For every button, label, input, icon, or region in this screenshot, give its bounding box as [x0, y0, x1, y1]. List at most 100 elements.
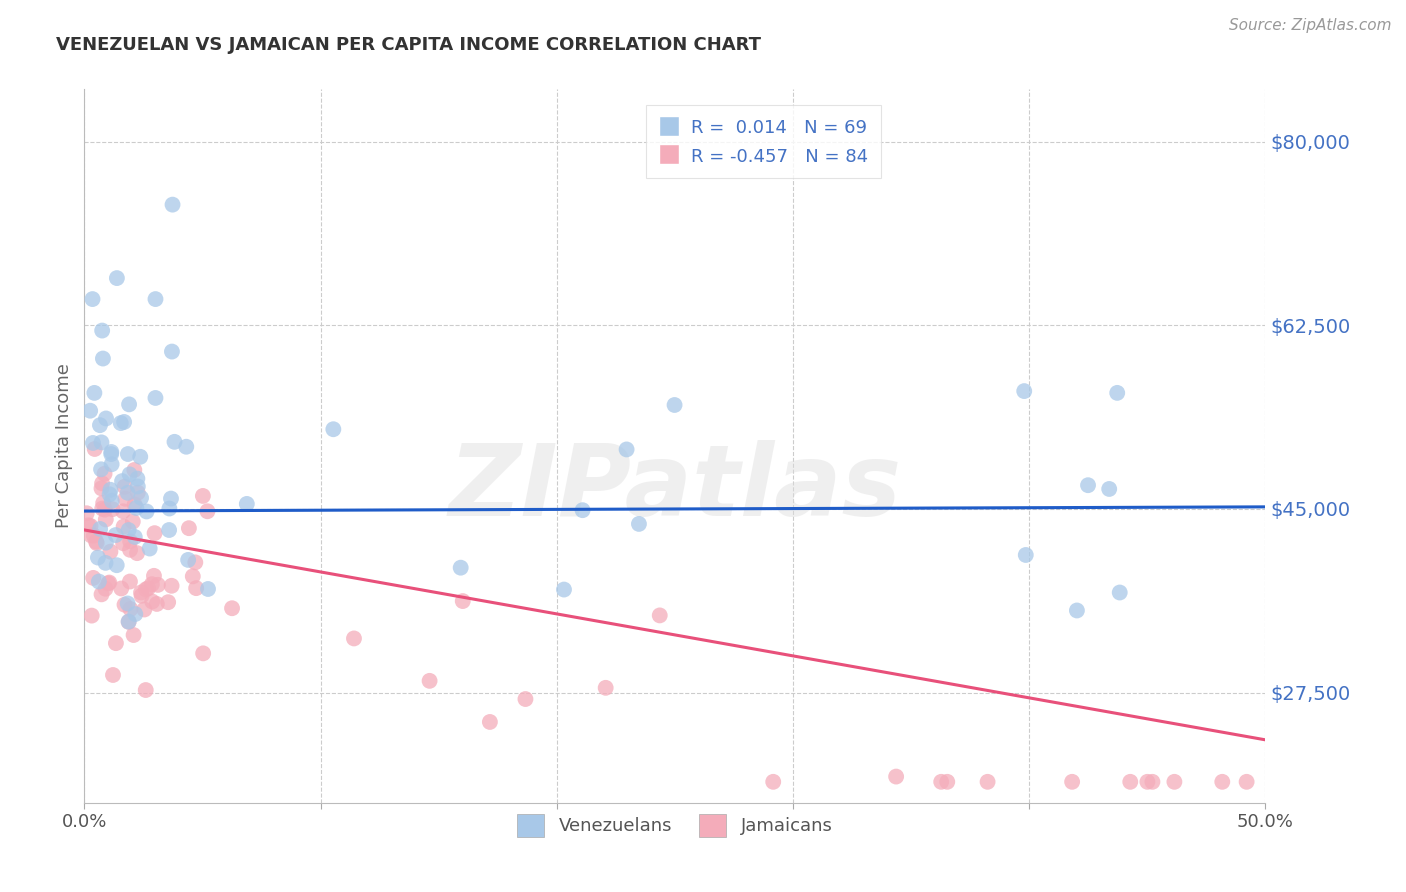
Point [174, 440, 197, 454]
Point [121, 515, 143, 529]
Point [929, 774, 952, 789]
Point [616, 442, 638, 457]
Point [83, 385, 105, 400]
Point [134, 602, 156, 616]
Point [145, 292, 167, 306]
Point [98, 487, 121, 501]
Point [91, 324, 114, 338]
Point [118, 574, 141, 589]
Point [79, 403, 101, 417]
Point [117, 597, 139, 611]
Point [105, 271, 128, 285]
Point [1098, 482, 1121, 496]
Point [124, 530, 146, 544]
Point [100, 447, 122, 461]
Point [129, 585, 152, 599]
Point [177, 521, 200, 535]
Point [1163, 774, 1185, 789]
Point [117, 447, 139, 461]
Point [76, 506, 98, 520]
Point [762, 774, 785, 789]
Point [157, 501, 180, 516]
Point [451, 594, 474, 608]
Point [100, 445, 122, 459]
Point [100, 494, 122, 508]
Point [322, 422, 344, 436]
Point [450, 560, 472, 574]
Point [82, 571, 104, 585]
Point [145, 391, 167, 405]
Point [419, 673, 441, 688]
Point [104, 528, 127, 542]
Point [136, 582, 159, 596]
Point [87, 550, 110, 565]
Point [114, 598, 136, 612]
Point [91, 476, 114, 491]
Point [118, 397, 141, 411]
Point [101, 502, 124, 516]
Point [146, 578, 169, 592]
Point [118, 542, 141, 557]
Point [143, 569, 166, 583]
Point [94, 502, 117, 516]
Point [100, 457, 122, 471]
Point [135, 582, 157, 597]
Text: ZIPatlas: ZIPatlas [449, 441, 901, 537]
Point [84, 534, 107, 549]
Point [80, 608, 103, 623]
Point [191, 489, 214, 503]
Point [79, 519, 101, 533]
Point [90, 462, 112, 476]
Point [124, 498, 146, 512]
Point [117, 485, 139, 500]
Point [101, 668, 124, 682]
Text: Source: ZipAtlas.com: Source: ZipAtlas.com [1229, 18, 1392, 33]
Point [571, 503, 593, 517]
Point [131, 589, 153, 603]
Point [127, 479, 149, 493]
Point [177, 553, 200, 567]
Point [89, 522, 111, 536]
Point [135, 504, 157, 518]
Point [478, 714, 501, 729]
Point [976, 774, 998, 789]
Point [595, 681, 617, 695]
Point [91, 501, 114, 516]
Point [157, 523, 180, 537]
Point [936, 774, 959, 789]
Point [1077, 478, 1099, 492]
Point [1012, 384, 1035, 398]
Point [1236, 774, 1258, 789]
Point [221, 601, 243, 615]
Point [94, 582, 117, 596]
Point [122, 628, 145, 642]
Point [94, 512, 117, 526]
Point [90, 587, 112, 601]
Text: VENEZUELAN VS JAMAICAN PER CAPITA INCOME CORRELATION CHART: VENEZUELAN VS JAMAICAN PER CAPITA INCOME… [56, 36, 761, 54]
Point [1108, 585, 1130, 599]
Point [110, 582, 132, 596]
Point [343, 632, 366, 646]
Y-axis label: Per Capita Income: Per Capita Income [55, 364, 73, 528]
Point [648, 608, 671, 623]
Point [664, 398, 686, 412]
Point [98, 575, 121, 590]
Point [83, 442, 105, 456]
Point [127, 472, 149, 486]
Point [1119, 774, 1142, 789]
Point [1015, 548, 1038, 562]
Point [129, 491, 152, 505]
Point [117, 615, 139, 629]
Point [77, 518, 100, 533]
Point [162, 197, 184, 211]
Point [118, 467, 141, 482]
Point [94, 411, 117, 425]
Point [117, 615, 139, 629]
Point [94, 556, 117, 570]
Point [627, 516, 650, 531]
Point [1066, 603, 1088, 617]
Point [93, 467, 115, 481]
Point [135, 683, 157, 698]
Point [97, 576, 120, 591]
Point [1142, 774, 1164, 789]
